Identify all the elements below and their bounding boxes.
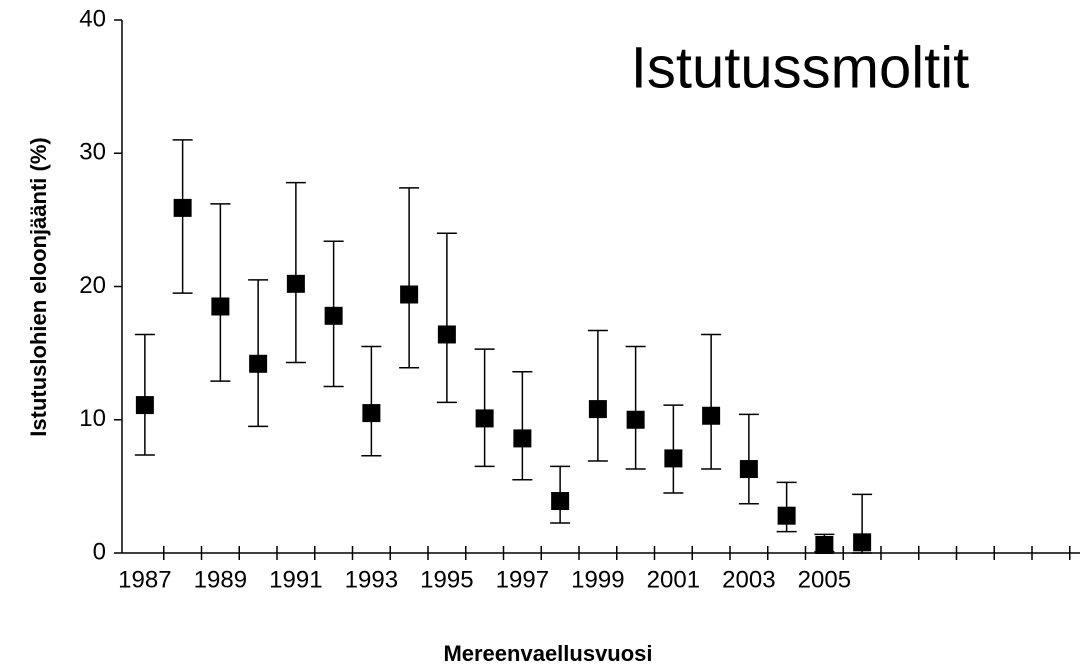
x-tick-label: 1991 [269,566,322,593]
y-tick-label: 10 [79,405,106,432]
point [437,325,456,344]
point [400,285,419,304]
point [211,297,230,316]
x-tick-label: 1999 [571,566,624,593]
point [815,536,834,555]
point [135,396,154,415]
point [626,410,645,429]
point [513,429,532,448]
y-tick-label: 40 [79,5,106,32]
y-axis-label: Istutuslohien eloonjäänti (%) [26,137,51,436]
x-tick-label: 1989 [194,566,247,593]
point [588,400,607,419]
chart-title: Istutussmoltit [631,35,969,100]
point [173,198,192,217]
y-tick-label: 30 [79,139,106,166]
x-tick-label: 1987 [118,566,171,593]
x-tick-label: 1995 [420,566,473,593]
point [324,306,343,325]
y-tick-label: 20 [79,272,106,299]
y-tick-label: 0 [93,538,106,565]
point [551,492,570,511]
point [249,354,268,373]
point [853,533,872,552]
point [777,506,796,525]
x-tick-label: 1993 [345,566,398,593]
point [702,406,721,425]
point [362,404,381,423]
x-axis-label: Mereenvaellusvuosi [443,641,652,666]
x-tick-label: 2001 [647,566,700,593]
x-tick-label: 2005 [798,566,851,593]
point [739,460,758,479]
point [286,274,305,293]
x-tick-label: 1997 [496,566,549,593]
point [664,449,683,468]
point [475,409,494,428]
x-tick-label: 2003 [722,566,775,593]
